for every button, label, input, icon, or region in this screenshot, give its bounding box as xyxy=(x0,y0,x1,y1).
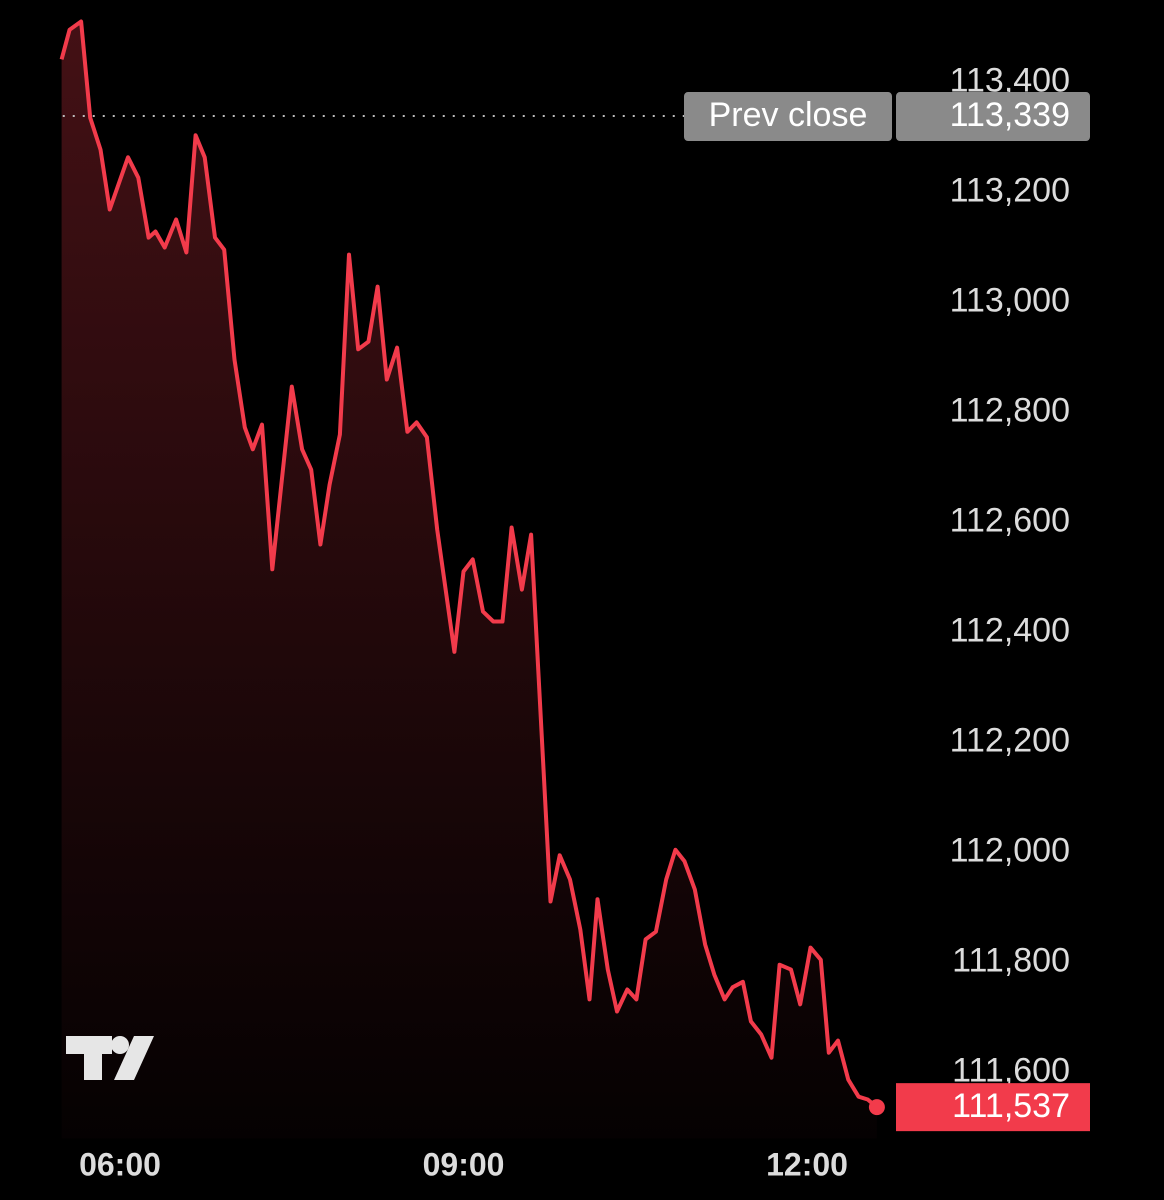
x-tick-label: 09:00 xyxy=(423,1146,505,1182)
y-tick-label: 112,600 xyxy=(950,501,1070,539)
last-price-label: 111,537 xyxy=(952,1087,1070,1125)
logo-slash xyxy=(114,1036,154,1080)
prev-close-value-tag xyxy=(896,92,1090,142)
prev-close-value: 113,339 xyxy=(950,96,1070,134)
y-tick-label: 112,400 xyxy=(950,611,1070,649)
y-tick-label: 113,200 xyxy=(950,171,1070,209)
plot: 113,400113,200113,000112,800112,600112,4… xyxy=(59,19,1090,1182)
last-point xyxy=(868,1099,885,1116)
last-price-tag xyxy=(896,1083,1090,1132)
x-tick-label: 06:00 xyxy=(79,1146,161,1182)
y-tick-label: 112,000 xyxy=(950,831,1070,869)
logo-dot xyxy=(111,1036,129,1054)
x-tick-label: 12:00 xyxy=(766,1146,848,1182)
prev-close-tag xyxy=(684,92,892,142)
y-tick-label: 113,000 xyxy=(950,281,1070,319)
price-line xyxy=(59,19,879,1109)
logo-stem xyxy=(84,1036,102,1080)
y-tick-label: 112,200 xyxy=(950,721,1070,759)
y-tick-label: 112,800 xyxy=(950,391,1070,429)
logo xyxy=(66,1036,154,1080)
y-tick-label: 111,800 xyxy=(952,941,1070,979)
prev-close-label: Prev close xyxy=(709,96,868,134)
